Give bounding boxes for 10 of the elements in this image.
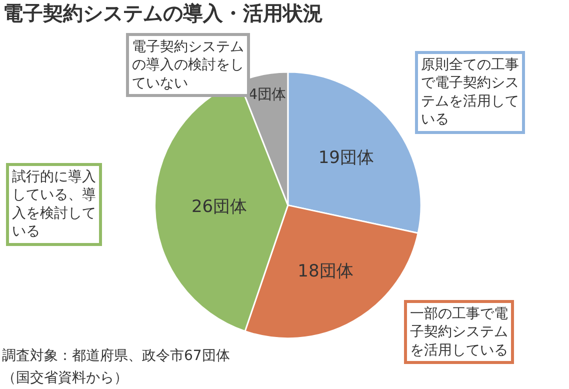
data-label: 19団体 (318, 148, 374, 168)
text: 調査対象：都道府県、政令市67団体 (2, 348, 230, 364)
chart-title: 電子契約システムの導入・活用状況 (2, 0, 323, 25)
slice-label: 一部の工事で電子契約システムを活用している (410, 306, 508, 358)
slice-label: 試行的に導入している、導入を検討している (12, 169, 96, 240)
slice-label: 原則全ての工事で電子契約システムを活用している (421, 57, 519, 128)
data-label: 26団体 (191, 196, 248, 217)
text: （国交省資料から） (2, 370, 128, 386)
data-label: 18団体 (298, 261, 354, 282)
slice-label: 電子契約システムの導入の検討をしていない (132, 39, 244, 92)
